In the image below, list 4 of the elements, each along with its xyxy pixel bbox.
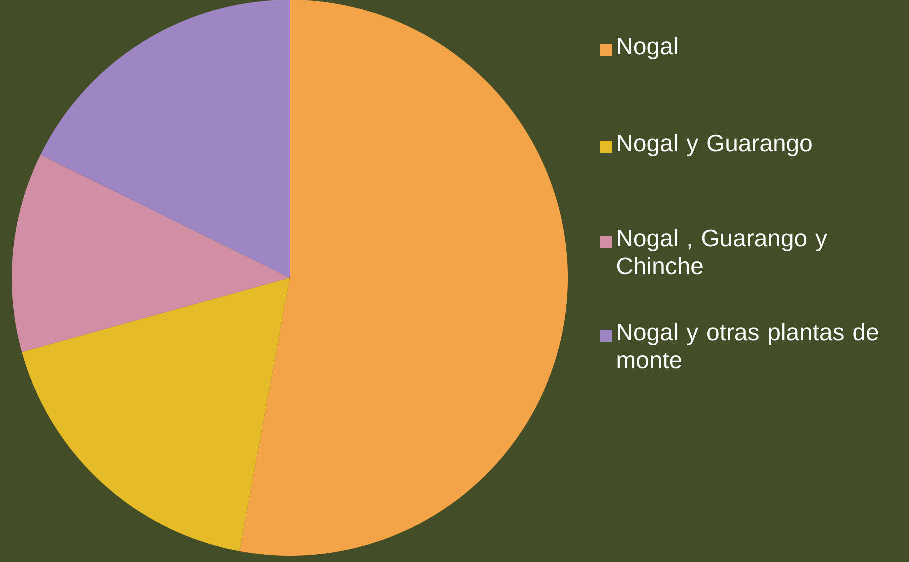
legend-label: Nogal y Guarango: [618, 134, 812, 156]
legend-label: Nogal y otras plantas de monte: [618, 323, 878, 369]
legend-label: Nogal , Guarango y Chinche: [617, 229, 828, 275]
legend-label: Nogal: [618, 37, 678, 60]
